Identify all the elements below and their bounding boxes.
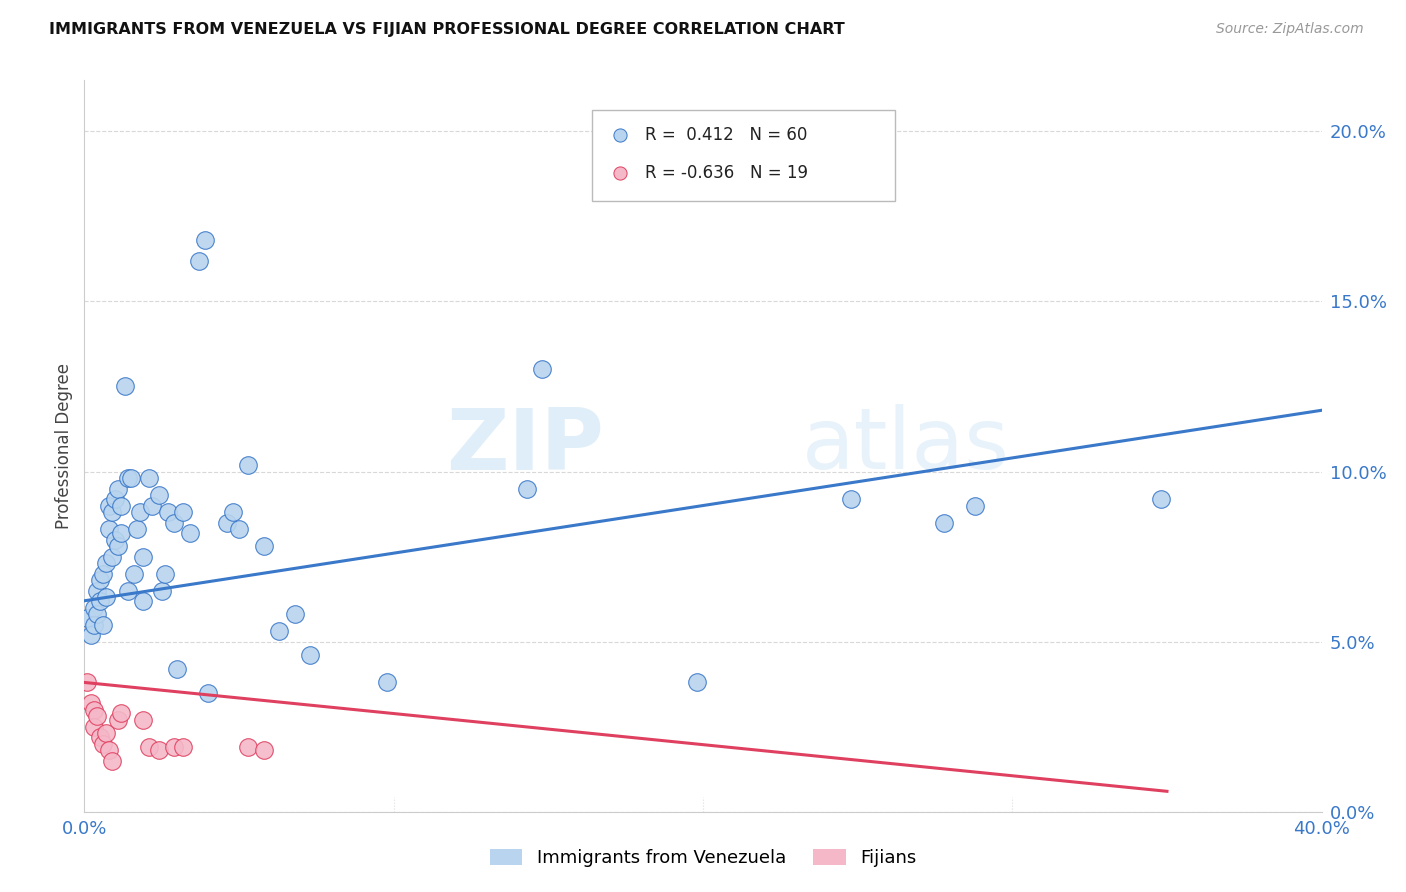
- Point: [98, 522, 121, 536]
- Point: [148, 488, 170, 502]
- Point: [79, 696, 101, 710]
- Point: [163, 516, 186, 530]
- Point: [141, 499, 163, 513]
- Point: [222, 505, 245, 519]
- Point: [94, 591, 117, 605]
- Point: [377, 675, 399, 690]
- Point: [228, 522, 250, 536]
- Point: [104, 491, 127, 506]
- Point: [150, 583, 173, 598]
- Point: [215, 516, 238, 530]
- Point: [179, 525, 201, 540]
- Point: [86, 583, 108, 598]
- Point: [172, 740, 194, 755]
- Point: [132, 713, 155, 727]
- Point: [89, 730, 111, 744]
- Point: [299, 648, 322, 663]
- Point: [83, 617, 105, 632]
- Point: [1150, 491, 1173, 506]
- Point: [253, 743, 276, 757]
- Point: [104, 533, 127, 547]
- Text: atlas: atlas: [801, 404, 1010, 488]
- Point: [148, 743, 170, 757]
- Point: [117, 583, 139, 598]
- Point: [107, 482, 129, 496]
- Point: [101, 549, 124, 564]
- Point: [114, 379, 136, 393]
- Point: [197, 686, 219, 700]
- Point: [194, 233, 217, 247]
- Point: [163, 740, 186, 755]
- Point: [172, 505, 194, 519]
- Point: [138, 471, 160, 485]
- Point: [153, 566, 176, 581]
- Point: [86, 709, 108, 723]
- Point: [86, 607, 108, 622]
- Point: [156, 505, 179, 519]
- Point: [79, 628, 101, 642]
- Point: [91, 737, 114, 751]
- Point: [83, 720, 105, 734]
- Point: [125, 522, 148, 536]
- Point: [122, 566, 145, 581]
- Point: [110, 499, 132, 513]
- Point: [129, 505, 152, 519]
- Point: [110, 706, 132, 720]
- Point: [83, 703, 105, 717]
- Point: [934, 516, 956, 530]
- Point: [120, 471, 142, 485]
- Point: [284, 607, 307, 622]
- Point: [89, 594, 111, 608]
- Point: [110, 525, 132, 540]
- Text: R =  0.412   N = 60: R = 0.412 N = 60: [645, 126, 807, 145]
- Point: [269, 624, 291, 639]
- Point: [531, 362, 554, 376]
- Point: [101, 754, 124, 768]
- Point: [117, 471, 139, 485]
- Point: [686, 675, 709, 690]
- Text: ZIP: ZIP: [446, 404, 605, 488]
- Point: [238, 740, 260, 755]
- Y-axis label: Professional Degree: Professional Degree: [55, 363, 73, 529]
- Point: [516, 482, 538, 496]
- Point: [132, 594, 155, 608]
- Point: [138, 740, 160, 755]
- Point: [841, 491, 863, 506]
- FancyBboxPatch shape: [592, 110, 894, 201]
- Point: [98, 499, 121, 513]
- Point: [101, 505, 124, 519]
- Point: [187, 253, 209, 268]
- Text: IMMIGRANTS FROM VENEZUELA VS FIJIAN PROFESSIONAL DEGREE CORRELATION CHART: IMMIGRANTS FROM VENEZUELA VS FIJIAN PROF…: [49, 22, 845, 37]
- Point: [132, 549, 155, 564]
- Point: [94, 557, 117, 571]
- Point: [107, 713, 129, 727]
- Point: [94, 726, 117, 740]
- Point: [238, 458, 260, 472]
- Point: [91, 617, 114, 632]
- Point: [98, 743, 121, 757]
- Legend: Immigrants from Venezuela, Fijians: Immigrants from Venezuela, Fijians: [482, 841, 924, 874]
- Point: [76, 611, 98, 625]
- Point: [166, 662, 188, 676]
- Point: [253, 540, 276, 554]
- Text: R = -0.636   N = 19: R = -0.636 N = 19: [645, 164, 808, 182]
- Point: [91, 566, 114, 581]
- Point: [83, 600, 105, 615]
- Text: Source: ZipAtlas.com: Source: ZipAtlas.com: [1216, 22, 1364, 37]
- Point: [89, 574, 111, 588]
- Point: [107, 540, 129, 554]
- Point: [965, 499, 987, 513]
- Point: [76, 675, 98, 690]
